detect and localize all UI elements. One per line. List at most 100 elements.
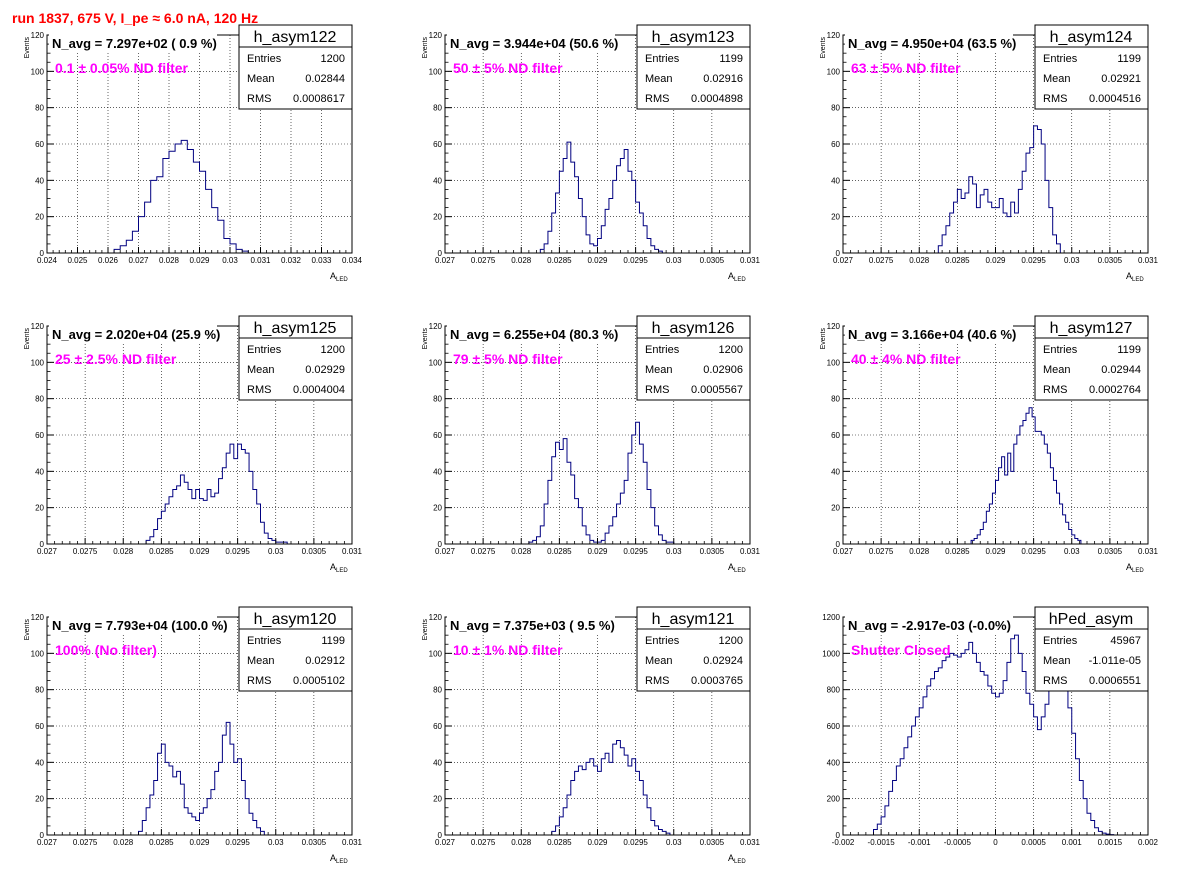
x-tick-label: 0.031 [740, 547, 761, 556]
stats-label: Entries [1043, 344, 1078, 356]
x-tick-label: 0.0275 [471, 838, 496, 847]
y-tick-label: 40 [433, 176, 442, 185]
x-tick-label: 0.025 [67, 256, 88, 265]
navg-text: N_avg = 7.375e+03 ( 9.5 %) [450, 618, 615, 633]
y-tick-label: 40 [35, 467, 44, 476]
histogram-panel-h_asym121: 0.027 0.0275 0.028 0.0285 0.029 0.0295 0.03 0.0… [422, 606, 761, 865]
stats-label: Entries [1043, 53, 1078, 65]
stats-label: Entries [247, 635, 282, 647]
y-tick-label: 20 [35, 795, 44, 804]
histogram-panel-h_asym126: 0.027 0.0275 0.028 0.0285 0.029 0.0295 0.03 0.0… [422, 315, 761, 574]
x-tick-label: -0.0005 [944, 838, 972, 847]
x-tick-label: 0.0285 [149, 838, 174, 847]
stats-value: -1.011e-05 [1089, 655, 1141, 667]
x-axis-title-sub: LED [1132, 277, 1144, 283]
stats-value: 0.02906 [703, 364, 743, 376]
stats-label: Mean [1043, 655, 1071, 667]
x-axis-title: ALED [1126, 562, 1144, 574]
histogram-panel-h_asym125: 0.027 0.0275 0.028 0.0285 0.029 0.0295 0.03 0.0… [24, 315, 363, 574]
y-tick-label: 400 [827, 758, 841, 767]
navg-text: N_avg = 2.020e+04 (25.9 %) [52, 327, 220, 342]
y-tick-label: 40 [433, 758, 442, 767]
y-tick-label: 80 [433, 104, 442, 113]
filter-annotation: 79 ± 5% ND filter [453, 351, 563, 367]
x-tick-label: 0.028 [511, 547, 532, 556]
stats-value: 1199 [719, 53, 743, 65]
x-axis-title: ALED [728, 853, 746, 865]
stats-title: h_asym127 [1050, 320, 1133, 337]
stats-value: 1200 [321, 344, 345, 356]
x-tick-label: 0.027 [435, 547, 456, 556]
navg-text: N_avg = 4.950e+04 (63.5 %) [848, 36, 1016, 51]
x-tick-label: 0.0285 [547, 547, 572, 556]
stats-title: h_asym121 [652, 611, 735, 628]
stats-label: Entries [247, 53, 282, 65]
x-axis-title: ALED [1126, 271, 1144, 283]
y-tick-label: 40 [433, 467, 442, 476]
x-tick-label: 0.031 [740, 256, 761, 265]
y-axis-title: Events [24, 37, 31, 59]
y-tick-label: 120 [31, 322, 45, 331]
x-tick-label: 0.027 [128, 256, 149, 265]
navg-text: N_avg = 7.793e+04 (100.0 %) [52, 618, 228, 633]
x-axis-title: ALED [330, 853, 348, 865]
stats-box [238, 315, 353, 401]
y-tick-label: 20 [433, 795, 442, 804]
x-tick-label: 0.029 [985, 256, 1006, 265]
stats-value: 0.0004516 [1089, 93, 1141, 105]
y-tick-label: 80 [831, 104, 840, 113]
x-tick-label: -0.002 [832, 838, 855, 847]
run-header: run 1837, 675 V, I_pe ≈ 6.0 nA, 120 Hz [12, 10, 259, 26]
y-tick-label: 20 [433, 213, 442, 222]
x-tick-label: 0.0285 [945, 547, 970, 556]
y-tick-label: 0 [836, 831, 841, 840]
stats-box [238, 24, 353, 110]
x-tick-label: 0.027 [435, 838, 456, 847]
x-tick-label: 0.031 [342, 838, 363, 847]
x-tick-label: 0.0305 [1098, 256, 1123, 265]
navg-box [49, 325, 217, 343]
histogram-panel-h_asym123: 0.027 0.0275 0.028 0.0285 0.029 0.0295 0.03 0.0… [422, 24, 761, 283]
stats-label: Mean [645, 73, 673, 85]
stats-label: RMS [247, 384, 271, 396]
x-axis-title-sub: LED [336, 859, 348, 865]
x-tick-label: 0.028 [511, 256, 532, 265]
histogram-panel-h_asym122: 0.024 0.025 0.026 0.027 0.028 0.029 0.03 0.031 0… [24, 24, 363, 283]
navg-text: N_avg = -2.917e-03 (-0.0%) [848, 618, 1011, 633]
x-tick-label: 0.0275 [869, 547, 894, 556]
x-tick-label: 0.027 [37, 547, 58, 556]
stats-value: 1200 [321, 53, 345, 65]
y-tick-label: 120 [827, 31, 841, 40]
y-axis-title: Events [422, 619, 429, 641]
x-tick-label: 0.027 [833, 547, 854, 556]
x-tick-label: 0.0275 [471, 547, 496, 556]
y-tick-label: 80 [433, 395, 442, 404]
stats-label: Entries [1043, 635, 1078, 647]
y-tick-label: 0 [836, 249, 841, 258]
x-tick-label: 0.0305 [1098, 547, 1123, 556]
stats-value: 45967 [1110, 635, 1141, 647]
x-axis-title: ALED [330, 562, 348, 574]
y-tick-label: 600 [827, 722, 841, 731]
y-tick-label: 60 [433, 140, 442, 149]
x-tick-label: -0.001 [908, 838, 931, 847]
stats-value: 0.0003765 [691, 675, 743, 687]
y-tick-label: 120 [429, 31, 443, 40]
x-tick-label: 0.0295 [225, 838, 250, 847]
stats-box [636, 606, 751, 692]
y-tick-label: 0 [40, 540, 45, 549]
stats-label: RMS [645, 675, 669, 687]
y-tick-label: 100 [31, 358, 45, 367]
x-tick-label: 0.03 [268, 547, 284, 556]
stats-label: RMS [247, 93, 271, 105]
stats-value: 0.02912 [305, 655, 345, 667]
y-tick-label: 20 [35, 504, 44, 513]
y-tick-label: 80 [35, 395, 44, 404]
y-axis-title: Events [24, 619, 31, 641]
y-tick-label: 120 [429, 322, 443, 331]
stats-box [1034, 315, 1149, 401]
stats-label: Entries [247, 344, 282, 356]
navg-box [845, 34, 1013, 52]
navg-text: N_avg = 3.944e+04 (50.6 %) [450, 36, 618, 51]
x-tick-label: 0.03 [1064, 547, 1080, 556]
